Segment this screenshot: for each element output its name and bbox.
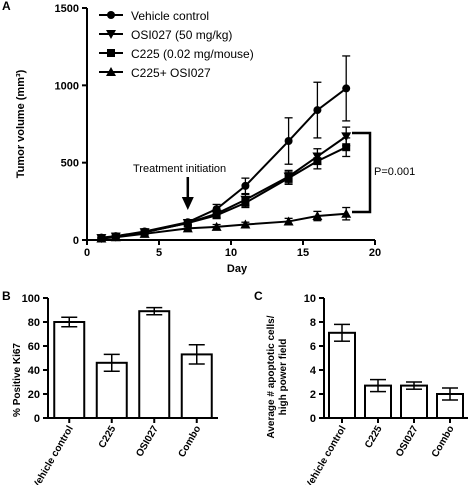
y-tick-label: 6 (310, 341, 316, 353)
data-point (284, 174, 293, 183)
y-tick-label: 500 (61, 158, 79, 170)
x-tick-label: 10 (225, 247, 237, 259)
data-point (312, 211, 323, 221)
x-tick-label: 15 (297, 247, 309, 259)
bar (53, 321, 86, 419)
data-point (241, 181, 250, 190)
data-point (341, 208, 352, 218)
y-tick-label: 0 (34, 413, 40, 425)
x-tick-label: C225 (363, 424, 385, 451)
data-point (110, 232, 121, 242)
y-tick-label: 1500 (55, 3, 79, 15)
x-tick-label: OSI027 (134, 424, 161, 459)
y-tick-label: 100 (22, 293, 40, 305)
y-tick-label: 20 (28, 389, 40, 401)
data-point (341, 132, 352, 142)
x-tick-label: 5 (156, 247, 162, 259)
y-tick-label: 0 (310, 413, 316, 425)
y-tick-label: 4 (310, 365, 317, 377)
legend-marker (107, 11, 115, 19)
panel-label: A (2, 0, 11, 13)
y-axis-title: Average # apoptotic cells/ (266, 315, 277, 438)
y-axis-title: Tumor volume (mm³) (15, 69, 27, 178)
data-point (212, 211, 221, 220)
legend-label: C225+ OSI027 (131, 66, 211, 80)
bar (328, 331, 356, 419)
data-point (313, 157, 322, 166)
panel-label: C (254, 289, 263, 303)
bar (138, 310, 171, 420)
x-tick-label: Vehicle control (304, 424, 349, 485)
legend-label: Vehicle control (131, 9, 209, 23)
x-tick-label: C225 (97, 424, 119, 451)
x-tick-label: Vehicle control (31, 424, 76, 485)
x-tick-label: 0 (84, 247, 90, 259)
y-tick-label: 1000 (55, 80, 79, 92)
legend-label: OSI027 (50 mg/kg) (131, 28, 232, 42)
treatment-arrow-head (181, 197, 194, 210)
data-point (313, 106, 322, 115)
x-tick-label: OSI027 (394, 424, 421, 459)
treatment-annotation: Treatment initiation (133, 163, 226, 175)
legend-marker (107, 49, 115, 57)
y-tick-label: 10 (304, 293, 316, 305)
x-tick-label: Combo (177, 424, 204, 459)
y-tick-label: 0 (73, 235, 79, 247)
legend-label: C225 (0.02 mg/mouse) (131, 47, 254, 61)
data-point (283, 216, 294, 226)
data-point (240, 219, 251, 229)
y-tick-label: 2 (310, 389, 316, 401)
legend-marker (106, 30, 116, 39)
data-point (182, 223, 193, 233)
p-value-annotation: P=0.001 (374, 166, 415, 178)
y-tick-label: 60 (28, 341, 40, 353)
data-point (139, 228, 150, 238)
bar (400, 384, 428, 420)
x-tick-label: Combo (430, 424, 457, 459)
data-point (211, 221, 222, 231)
significance-bracket (352, 131, 372, 214)
x-tick-label: 20 (369, 247, 381, 259)
y-axis-title: % Positive Ki67 (12, 343, 23, 417)
series-line (101, 212, 347, 240)
legend-marker (106, 67, 116, 76)
data-point (183, 218, 192, 227)
series-line (101, 135, 347, 240)
y-tick-label: 80 (28, 317, 40, 329)
data-point (96, 233, 107, 243)
y-tick-label: 40 (28, 365, 40, 377)
data-point (342, 143, 351, 152)
bar (95, 361, 128, 419)
data-point (284, 137, 293, 146)
y-axis-title: high power field (278, 339, 289, 416)
x-axis-title: Day (227, 263, 248, 275)
data-point (342, 84, 351, 93)
y-tick-label: 8 (310, 317, 316, 329)
panel-label: B (2, 289, 11, 303)
data-point (241, 198, 250, 207)
